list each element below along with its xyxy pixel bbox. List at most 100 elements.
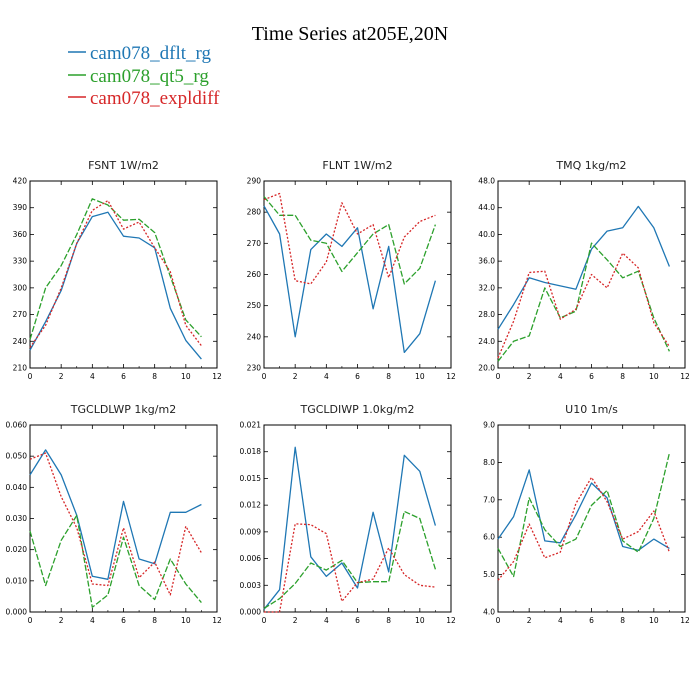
x-tick-label: 2 [293, 372, 298, 381]
x-tick-label: 4 [558, 372, 563, 381]
panel-title: U10 1m/s [565, 403, 618, 416]
panel-fsnt: FSNT 1W/m2 0 2 4 6 8 10 12 210 240 270 300 330 360 390… [13, 159, 222, 381]
panel-tmq: TMQ 1kg/m2 0 2 4 6 8 10 12 20.0 24.0 28.0 32.0 36.0 4… [478, 159, 690, 381]
series-line-cam078-expldiff [263, 192, 436, 285]
series-line-cam078-dflt-rg [263, 205, 437, 354]
x-tick-label: 4 [558, 616, 563, 625]
x-tick-label: 6 [589, 616, 594, 625]
x-tick-label: 6 [355, 372, 360, 381]
plot-frame [263, 424, 452, 613]
x-tick-label: 4 [90, 616, 95, 625]
y-tick-label: 0.021 [240, 421, 262, 430]
x-tick-label: 0 [28, 616, 33, 625]
panel-u10: U10 1m/s 0 2 4 6 8 10 12 4.0 5.0 6.0 7.0 8.0 9.0 [483, 403, 690, 625]
x-tick-label: 10 [181, 616, 191, 625]
x-tick-label: 8 [620, 616, 625, 625]
y-tick-label: 8.0 [483, 458, 495, 467]
y-tick-label: 0.060 [6, 421, 28, 430]
x-tick-label: 0 [496, 372, 501, 381]
y-tick-label: 24.0 [478, 337, 495, 346]
y-tick-label: 240 [247, 332, 262, 341]
series-line-cam078-qt5-rg [263, 196, 437, 285]
series-line-cam078-expldiff [497, 476, 671, 581]
figure-title: Time Series at205E,20N [252, 23, 448, 45]
y-tick-label: 0.018 [240, 447, 262, 456]
y-tick-label: 300 [13, 283, 28, 292]
panel-title: TMQ 1kg/m2 [555, 159, 626, 172]
legend-entry-dflt: cam078_dflt_rg [68, 43, 212, 64]
y-tick-label: 0.020 [6, 545, 28, 554]
y-tick-label: 420 [13, 177, 28, 186]
x-tick-label: 0 [262, 372, 267, 381]
x-tick-label: 12 [446, 616, 456, 625]
y-tick-label: 280 [247, 208, 262, 217]
series-line-cam078-qt5-rg [29, 514, 202, 608]
panel-title: FSNT 1W/m2 [88, 159, 159, 172]
series-line-cam078-qt5-rg [29, 198, 202, 340]
series-line-cam078-dflt-rg [29, 449, 202, 580]
y-tick-label: 5.0 [483, 570, 495, 579]
panel-flnt: FLNT 1W/m2 0 2 4 6 8 10 12 230 240 250 260 270 280 290 [247, 159, 456, 381]
y-tick-label: 240 [13, 337, 28, 346]
y-tick-label: 40.0 [478, 230, 495, 239]
series-line-cam078-expldiff [264, 523, 436, 613]
x-tick-label: 8 [620, 372, 625, 381]
x-tick-label: 0 [28, 372, 33, 381]
plot-frame [29, 424, 218, 613]
x-tick-label: 4 [90, 372, 95, 381]
x-tick-label: 8 [386, 372, 391, 381]
x-tick-label: 6 [121, 372, 126, 381]
legend-label-expldiff: cam078_expldiff [90, 88, 220, 109]
x-tick-label: 12 [212, 372, 222, 381]
panel-tgcldlwp: TGCLDLWP 1kg/m2 0 2 4 6 8 10 12 0.000 0.010 0.020 0… [6, 403, 222, 625]
y-tick-label: 9.0 [483, 421, 495, 430]
y-tick-label: 250 [247, 301, 262, 310]
y-tick-label: 390 [13, 203, 28, 212]
legend: cam078_dflt_rg cam078_qt5_rg cam078_expl… [68, 43, 220, 109]
y-tick-label: 0.003 [240, 581, 262, 590]
y-tick-label: 20.0 [478, 364, 495, 373]
series-line-cam078-expldiff [497, 252, 670, 359]
panel-title: TGCLDIWP 1.0kg/m2 [299, 403, 414, 416]
x-tick-label: 6 [121, 616, 126, 625]
legend-entry-qt5: cam078_qt5_rg [68, 66, 209, 87]
x-tick-label: 0 [496, 616, 501, 625]
y-tick-label: 260 [247, 270, 262, 279]
x-tick-label: 2 [527, 372, 532, 381]
series-line-cam078-dflt-rg [263, 446, 437, 610]
x-tick-label: 4 [324, 372, 329, 381]
legend-entry-expldiff: cam078_expldiff [68, 88, 220, 109]
y-tick-label: 290 [247, 177, 262, 186]
y-tick-label: 0.000 [240, 608, 262, 617]
x-tick-label: 10 [649, 372, 659, 381]
plot-frame [29, 180, 218, 369]
x-tick-label: 10 [649, 616, 659, 625]
series-line-cam078-qt5-rg [497, 452, 671, 578]
y-tick-label: 0.040 [6, 483, 28, 492]
legend-label-qt5: cam078_qt5_rg [90, 66, 209, 87]
x-tick-label: 2 [293, 616, 298, 625]
x-tick-label: 2 [59, 616, 64, 625]
panel-title: TGCLDLWP 1kg/m2 [70, 403, 176, 416]
x-tick-label: 10 [415, 616, 425, 625]
y-tick-label: 48.0 [478, 177, 495, 186]
series-line-cam078-qt5-rg [497, 242, 670, 362]
y-tick-label: 270 [247, 239, 262, 248]
y-tick-label: 330 [13, 257, 28, 266]
y-tick-label: 270 [13, 310, 28, 319]
y-tick-label: 360 [13, 230, 28, 239]
y-tick-label: 0.030 [6, 514, 28, 523]
series-line-cam078-qt5-rg [263, 510, 437, 609]
plot-frame [263, 180, 452, 369]
x-tick-label: 12 [446, 372, 456, 381]
x-tick-label: 8 [152, 616, 157, 625]
x-tick-label: 2 [527, 616, 532, 625]
y-tick-label: 4.0 [483, 608, 495, 617]
series-line-cam078-dflt-rg [497, 205, 671, 330]
y-tick-label: 0.050 [6, 452, 28, 461]
x-tick-label: 8 [152, 372, 157, 381]
panel-tgcldiwp: TGCLDIWP 1.0kg/m2 0 2 4 6 8 10 12 0.000 0.003 0.00… [240, 403, 456, 625]
x-tick-label: 12 [212, 616, 222, 625]
x-tick-label: 6 [589, 372, 594, 381]
y-tick-label: 28.0 [478, 310, 495, 319]
